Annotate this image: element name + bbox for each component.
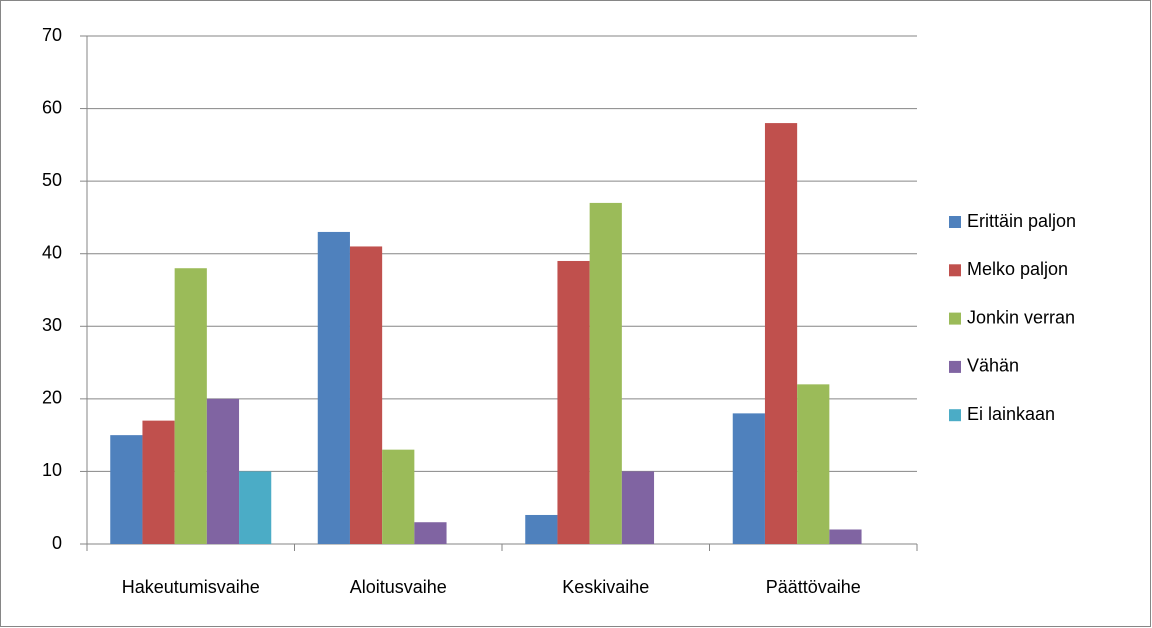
legend-label: Vähän <box>967 356 1019 376</box>
bar <box>110 435 143 544</box>
y-tick-label: 70 <box>42 25 62 45</box>
bar <box>797 384 830 544</box>
x-tick-label: Päättövaihe <box>766 577 861 597</box>
legend-label: Melko paljon <box>967 259 1068 279</box>
bar <box>557 260 590 544</box>
bar <box>142 420 175 544</box>
bar <box>732 413 765 544</box>
y-tick-label: 10 <box>42 460 62 480</box>
y-tick-label: 30 <box>42 315 62 335</box>
legend-label: Jonkin verran <box>967 307 1075 327</box>
legend-swatch <box>949 409 961 422</box>
bar <box>174 268 207 544</box>
bar <box>829 529 862 544</box>
bar <box>349 246 383 544</box>
x-tick-label: Keskivaihe <box>562 577 649 597</box>
bar <box>414 522 447 544</box>
y-tick-label: 20 <box>42 388 62 408</box>
bar <box>317 231 350 544</box>
legend-label: Ei lainkaan <box>967 404 1055 424</box>
bar <box>239 471 272 544</box>
y-tick-label: 60 <box>42 97 62 117</box>
legend-swatch <box>949 312 961 325</box>
bar <box>621 471 655 544</box>
x-tick-label: Aloitusvaihe <box>350 577 447 597</box>
y-tick-label: 0 <box>52 533 62 553</box>
bar <box>764 123 798 544</box>
bar <box>525 514 558 544</box>
y-tick-label: 50 <box>42 170 62 190</box>
bar <box>382 449 415 544</box>
bar <box>589 202 622 544</box>
bar <box>206 398 240 544</box>
legend-label: Erittäin paljon <box>967 211 1076 231</box>
legend-swatch <box>949 264 961 277</box>
x-tick-label: Hakeutumisvaihe <box>122 577 260 597</box>
legend-swatch <box>949 216 961 228</box>
y-tick-label: 40 <box>42 242 62 262</box>
legend-swatch <box>949 360 961 373</box>
